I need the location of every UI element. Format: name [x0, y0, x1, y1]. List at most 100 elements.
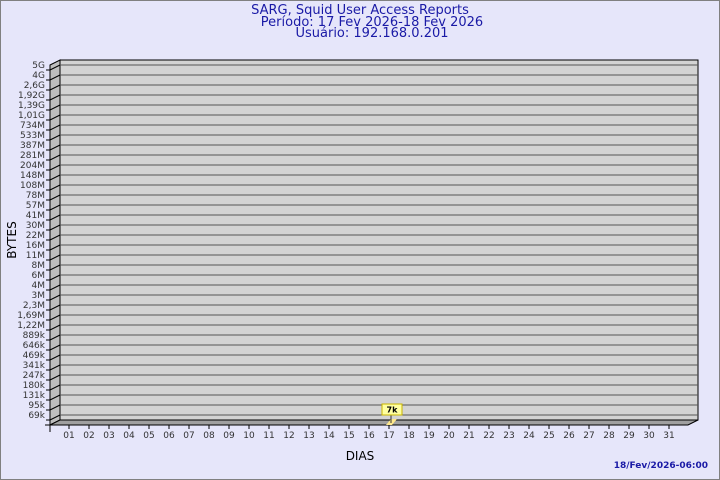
- x-tick-label: 13: [303, 431, 314, 441]
- tick-diagonal: [49, 244, 61, 251]
- x-tick-label: 18: [403, 431, 415, 441]
- x-tick-label: 02: [83, 431, 94, 441]
- y-tick-label: 16M: [26, 241, 45, 251]
- y-tick-label: 387M: [20, 141, 45, 151]
- plot-area: [59, 59, 699, 421]
- x-tick-label: 03: [103, 431, 114, 441]
- y-tick-label: 1,92G: [18, 91, 45, 101]
- tick-diagonal: [49, 114, 61, 121]
- y-tick-label: 2,6G: [24, 81, 45, 91]
- tick-diagonal: [49, 84, 61, 91]
- y-tick-label: 4G: [32, 71, 45, 81]
- y-tick-label: 11M: [26, 251, 45, 261]
- bar-value-label: 7k: [387, 406, 399, 415]
- tick-diagonal: [49, 374, 61, 381]
- y-tick-label: 3M: [32, 291, 46, 301]
- tick-diagonal: [49, 404, 61, 411]
- y-tick-label: 57M: [26, 201, 45, 211]
- tick-diagonal: [49, 224, 61, 231]
- y-tick-label: 41M: [26, 211, 45, 221]
- tick-diagonal: [49, 144, 61, 151]
- y-tick-label: 95k: [28, 401, 45, 411]
- x-tick-label: 22: [483, 431, 494, 441]
- x-tick-label: 29: [623, 431, 635, 441]
- x-tick-label: 25: [543, 431, 554, 441]
- x-tick-label: 28: [603, 431, 615, 441]
- tick-diagonal: [49, 124, 61, 131]
- y-tick-label: 734M: [20, 121, 45, 131]
- y-tick-label: 4M: [32, 281, 46, 291]
- x-tick-label: 21: [463, 431, 474, 441]
- x-tick-label: 01: [63, 431, 74, 441]
- y-tick-label: 78M: [26, 191, 45, 201]
- y-tick-label: 2,3M: [23, 301, 45, 311]
- tick-diagonal: [49, 174, 61, 181]
- tick-diagonal: [49, 154, 61, 161]
- y-tick-label: 131k: [23, 391, 46, 401]
- x-tick-label: 19: [423, 431, 435, 441]
- x-tick-label: 10: [243, 431, 255, 441]
- tick-diagonal: [49, 234, 61, 241]
- x-tick-label: 15: [343, 431, 354, 441]
- x-tick-label: 11: [263, 431, 274, 441]
- y-tick-label: 247k: [23, 371, 46, 381]
- x-tick-label: 27: [583, 431, 594, 441]
- x-tick-label: 20: [443, 431, 455, 441]
- y-tick-label: 22M: [26, 231, 45, 241]
- tick-diagonal: [49, 204, 61, 211]
- y-tick-label: 1,01G: [18, 111, 45, 121]
- tick-diagonal: [49, 194, 61, 201]
- tick-diagonal: [49, 264, 61, 271]
- x-tick-label: 05: [143, 431, 154, 441]
- tick-diagonal: [49, 134, 61, 141]
- y-tick-label: 889k: [23, 331, 46, 341]
- tick-diagonal: [49, 334, 61, 341]
- tick-diagonal: [49, 74, 61, 81]
- y-tick-label: 69k: [28, 411, 45, 421]
- y-tick-label: 108M: [20, 181, 45, 191]
- x-tick-label: 09: [223, 431, 235, 441]
- tick-diagonal: [49, 94, 61, 101]
- tick-diagonal: [49, 254, 61, 261]
- x-tick-label: 06: [163, 431, 175, 441]
- y-tick-label: 30M: [26, 221, 45, 231]
- y-tick-label: 1,69M: [17, 311, 45, 321]
- x-tick-label: 07: [183, 431, 194, 441]
- x-tick-label: 26: [563, 431, 575, 441]
- chart-title: SARG, Squid User Access Reports: [251, 3, 469, 18]
- tick-diagonal: [49, 64, 61, 71]
- y-tick-label: 1,39G: [18, 101, 45, 111]
- y-tick-label: 6M: [32, 271, 46, 281]
- tick-diagonal: [49, 104, 61, 111]
- x-tick-label: 30: [643, 431, 655, 441]
- x-tick-label: 23: [503, 431, 514, 441]
- y-axis-title: BYTES: [5, 221, 19, 258]
- tick-diagonal: [49, 164, 61, 171]
- y-tick-label: 180k: [23, 381, 46, 391]
- bar-label-box: [381, 403, 403, 416]
- y-tick-label: 341k: [23, 361, 46, 371]
- timestamp: 18/Fev/2026-06:00: [613, 461, 708, 471]
- x-tick-label: 08: [203, 431, 215, 441]
- side-wall: [49, 59, 61, 426]
- chart-user: Usuário: 192.168.0.201: [295, 26, 449, 41]
- x-tick-label: 14: [323, 431, 335, 441]
- tick-diagonal: [49, 414, 61, 421]
- tick-diagonal: [49, 384, 61, 391]
- x-tick-label: 31: [663, 431, 674, 441]
- tick-diagonal: [49, 324, 61, 331]
- chart-period: Período: 17 Fev 2026-18 Fev 2026: [260, 15, 484, 30]
- x-tick-label: 04: [123, 431, 135, 441]
- y-tick-label: 148M: [20, 171, 45, 181]
- y-tick-label: 646k: [23, 341, 46, 351]
- y-tick-label: 1,22M: [17, 321, 45, 331]
- x-tick-label: 12: [283, 431, 294, 441]
- x-tick-label: 17: [383, 431, 394, 441]
- floor: [49, 419, 699, 426]
- tick-diagonal: [49, 294, 61, 301]
- y-tick-label: 5G: [32, 61, 45, 71]
- x-tick-label: 24: [523, 431, 535, 441]
- tick-diagonal: [49, 354, 61, 361]
- y-tick-label: 204M: [20, 161, 45, 171]
